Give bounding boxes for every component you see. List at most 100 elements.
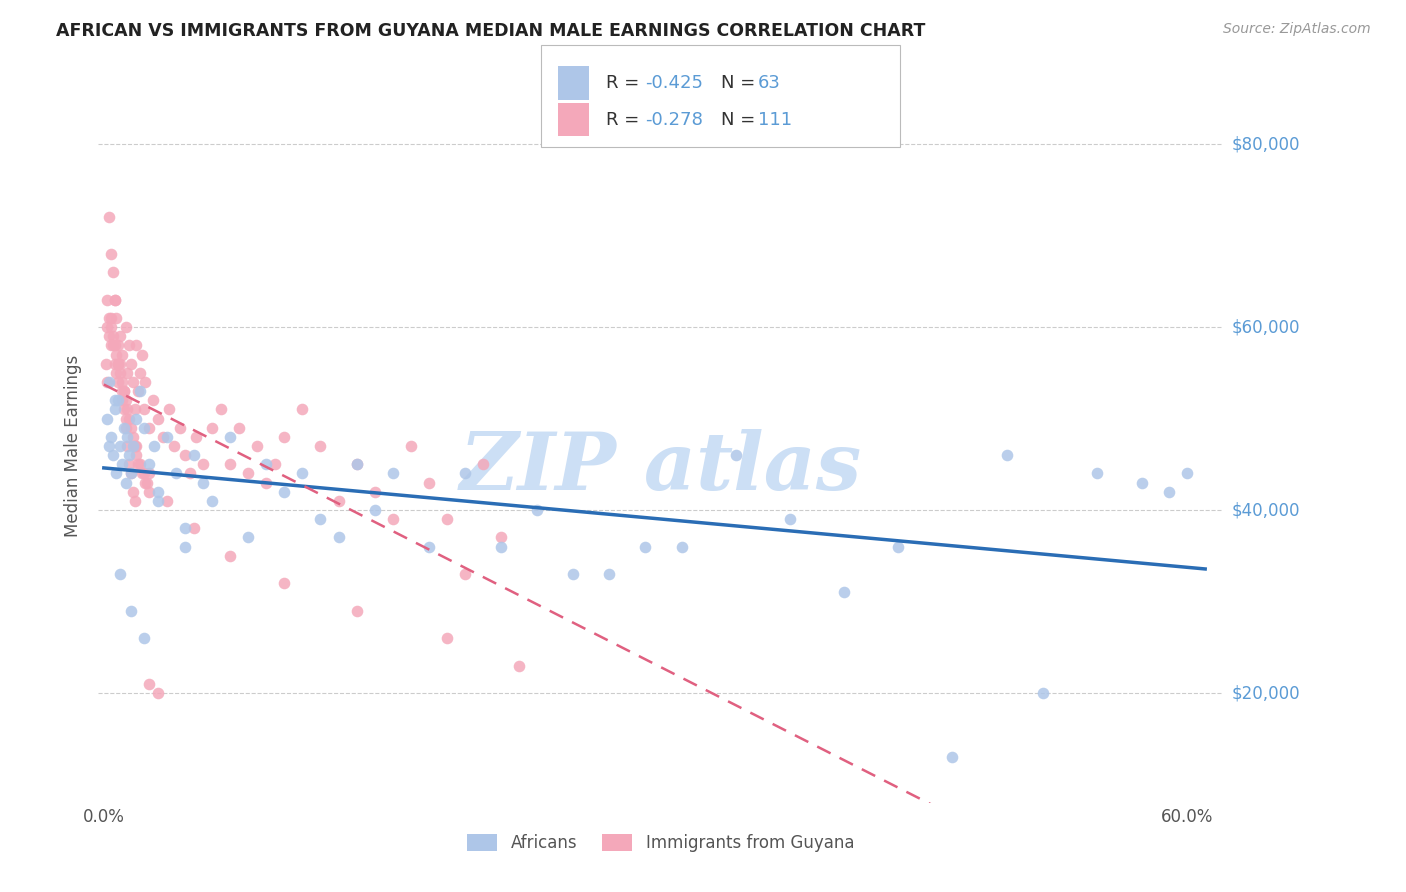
- Point: [179, 467, 201, 481]
- Text: Source: ZipAtlas.com: Source: ZipAtlas.com: [1223, 22, 1371, 37]
- Point: [104, 293, 127, 307]
- Point: [634, 540, 657, 554]
- Point: [118, 411, 141, 425]
- Point: [418, 540, 440, 554]
- Point: [219, 430, 242, 444]
- Point: [105, 310, 128, 325]
- Point: [264, 458, 287, 472]
- Point: [98, 329, 121, 343]
- Point: [118, 338, 141, 352]
- Point: [107, 338, 129, 352]
- Point: [381, 512, 404, 526]
- Point: [598, 567, 620, 582]
- Point: [108, 439, 131, 453]
- Point: [138, 458, 160, 472]
- Point: [489, 540, 512, 554]
- Point: [156, 430, 179, 444]
- Point: [107, 375, 129, 389]
- Point: [114, 320, 136, 334]
- Point: [101, 448, 124, 462]
- Point: [101, 329, 124, 343]
- Point: [724, 448, 747, 462]
- Point: [101, 338, 124, 352]
- Point: [163, 439, 186, 453]
- Point: [346, 458, 368, 472]
- Point: [436, 512, 458, 526]
- Point: [1085, 467, 1108, 481]
- Point: [124, 494, 146, 508]
- Point: [120, 604, 142, 618]
- Point: [138, 467, 160, 481]
- Point: [1130, 475, 1153, 490]
- Point: [138, 677, 160, 691]
- Point: [114, 420, 136, 434]
- Point: [100, 310, 122, 325]
- Point: [191, 475, 214, 490]
- Point: [169, 420, 191, 434]
- Point: [129, 384, 152, 398]
- Point: [114, 475, 136, 490]
- Point: [291, 402, 314, 417]
- Point: [489, 531, 512, 545]
- Point: [363, 484, 385, 499]
- Point: [125, 411, 148, 425]
- Point: [418, 475, 440, 490]
- Point: [454, 567, 477, 582]
- Text: R =: R =: [606, 111, 645, 128]
- Point: [127, 458, 149, 472]
- Point: [254, 458, 277, 472]
- Point: [120, 467, 142, 481]
- Point: [104, 393, 127, 408]
- Point: [209, 402, 232, 417]
- Legend: Africans, Immigrants from Guyana: Africans, Immigrants from Guyana: [461, 827, 860, 859]
- Point: [121, 430, 143, 444]
- Point: [100, 320, 122, 334]
- Point: [125, 439, 148, 453]
- Point: [131, 467, 153, 481]
- Point: [454, 467, 477, 481]
- Point: [228, 420, 250, 434]
- Point: [131, 347, 153, 361]
- Point: [238, 531, 260, 545]
- Text: $60,000: $60,000: [1232, 318, 1301, 336]
- Point: [105, 366, 128, 380]
- Point: [887, 540, 910, 554]
- Point: [98, 211, 121, 225]
- Point: [108, 567, 131, 582]
- Text: -0.278: -0.278: [645, 111, 703, 128]
- Point: [1157, 484, 1180, 499]
- Point: [995, 448, 1018, 462]
- Point: [562, 567, 585, 582]
- Point: [125, 448, 148, 462]
- Text: $80,000: $80,000: [1232, 135, 1301, 153]
- Point: [832, 585, 855, 599]
- Point: [472, 458, 495, 472]
- Point: [399, 439, 422, 453]
- Point: [107, 357, 129, 371]
- Point: [346, 604, 368, 618]
- Point: [779, 512, 801, 526]
- Point: [111, 375, 134, 389]
- Point: [117, 402, 139, 417]
- Point: [117, 430, 139, 444]
- Point: [136, 475, 159, 490]
- Point: [120, 467, 142, 481]
- Point: [146, 411, 169, 425]
- Point: [98, 310, 121, 325]
- Point: [174, 448, 197, 462]
- Point: [108, 357, 131, 371]
- Text: 111: 111: [758, 111, 792, 128]
- Point: [219, 458, 242, 472]
- Point: [381, 467, 404, 481]
- Point: [98, 375, 121, 389]
- Point: [671, 540, 693, 554]
- Point: [100, 338, 122, 352]
- Point: [112, 420, 135, 434]
- Point: [201, 494, 224, 508]
- Point: [118, 458, 141, 472]
- Point: [101, 265, 124, 279]
- Point: [121, 439, 143, 453]
- Point: [111, 347, 134, 361]
- Point: [105, 347, 128, 361]
- Point: [120, 420, 142, 434]
